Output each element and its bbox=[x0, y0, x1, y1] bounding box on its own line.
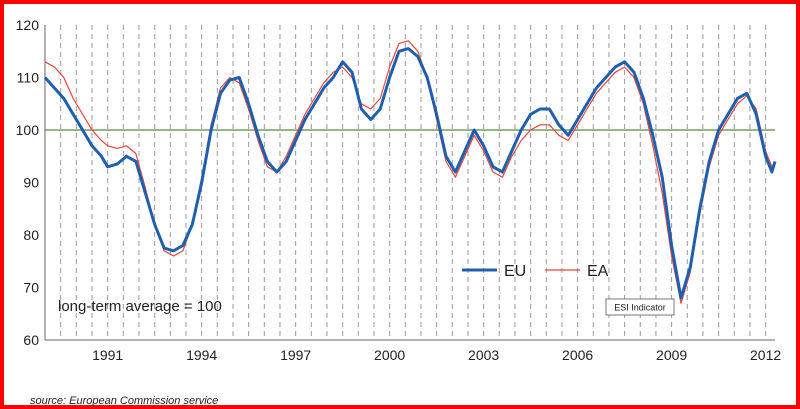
y-tick-label: 90 bbox=[23, 175, 39, 191]
y-tick-label: 80 bbox=[23, 227, 39, 243]
tooltip-box bbox=[605, 298, 675, 316]
y-tick-label: 60 bbox=[23, 332, 39, 348]
tooltip-label: ESI Indicator bbox=[614, 303, 666, 313]
series-layer bbox=[43, 40, 777, 304]
grid bbox=[60, 25, 767, 340]
x-tick-label: 2003 bbox=[468, 347, 499, 363]
x-tick-label: 2012 bbox=[750, 347, 781, 363]
x-tick-label: 2009 bbox=[656, 347, 687, 363]
source-label: source: European Commission service bbox=[30, 395, 218, 407]
y-tick-label: 120 bbox=[16, 17, 40, 33]
esi-indicator-tooltip: ESI Indicator bbox=[605, 298, 675, 316]
legend-label-ea: EA bbox=[587, 263, 609, 280]
x-tick-label: 1994 bbox=[186, 347, 217, 363]
y-tick-label: 100 bbox=[16, 122, 40, 138]
y-tick-label: 110 bbox=[17, 70, 40, 86]
x-tick-label: 1991 bbox=[92, 347, 123, 363]
axes: 60 70 80 90 100 110 120 1991 1994 1997 2000 2003 200… bbox=[16, 17, 782, 363]
x-tick-label: 1997 bbox=[280, 347, 311, 363]
x-tick-label: 2000 bbox=[374, 347, 405, 363]
y-tick-label: 70 bbox=[23, 280, 39, 296]
legend: EU EA bbox=[462, 263, 609, 280]
series-line-eu bbox=[43, 47, 777, 300]
series-line-ea bbox=[44, 40, 776, 304]
long-term-average-note: long-term average = 100 bbox=[58, 298, 222, 315]
x-tick-label: 2006 bbox=[562, 347, 593, 363]
legend-label-eu: EU bbox=[504, 263, 526, 280]
